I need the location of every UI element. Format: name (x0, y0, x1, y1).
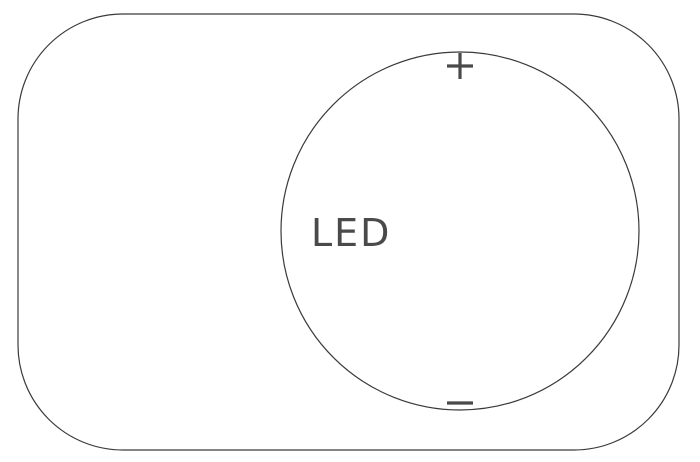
led-body-circle (280, 51, 640, 411)
component-label: LED (311, 211, 391, 255)
positive-terminal-icon: + (447, 53, 473, 79)
board-outline (17, 13, 680, 451)
negative-terminal-icon: − (447, 401, 473, 405)
